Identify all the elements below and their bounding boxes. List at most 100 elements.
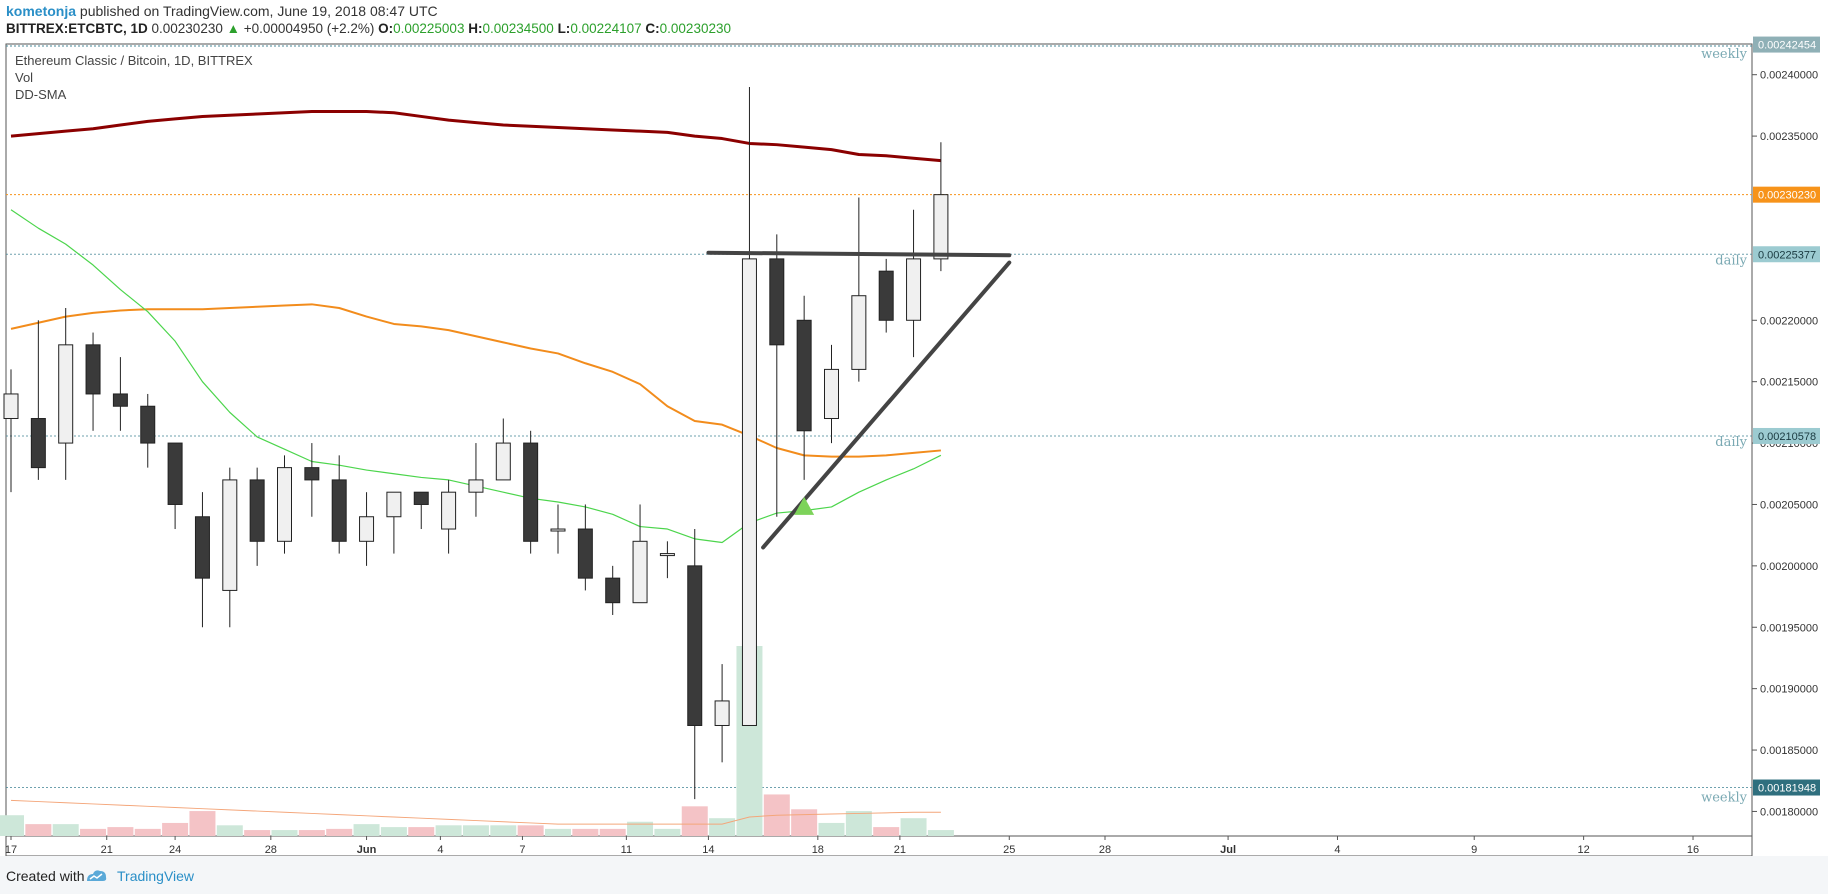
low-label: L: <box>557 21 571 36</box>
time-tick-label: 18 <box>812 844 824 856</box>
candle-body-up <box>277 467 292 542</box>
low-value: 0.00224107 <box>570 21 642 36</box>
time-tick-label: 28 <box>1099 844 1111 856</box>
candle <box>687 529 703 800</box>
price-tick-label: 0.00200000 <box>1760 561 1818 573</box>
time-axis: 17 21 24 28 Jun 4 7 11 14 18 21 25 28 Jul 4 9 12 16 <box>5 836 1699 856</box>
candle-body-down <box>523 442 539 542</box>
time-tick-label: 21 <box>101 844 113 856</box>
candle-body-down <box>194 516 210 579</box>
candle <box>523 430 539 554</box>
level-price-label-bg <box>1753 427 1820 444</box>
publish-line: kometonja published on TradingView.com, … <box>6 3 438 19</box>
legend-volume[interactable]: Vol <box>15 70 34 85</box>
candle <box>851 197 867 382</box>
tradingview-logo-icon[interactable] <box>86 868 108 882</box>
last-price: 0.00230230 <box>151 21 223 36</box>
candle-body-down <box>331 479 347 542</box>
time-tick-label: 28 <box>265 844 277 856</box>
time-tick-label: 9 <box>1471 844 1477 856</box>
candle <box>359 492 375 566</box>
candle <box>386 491 402 554</box>
candle <box>58 308 74 480</box>
footer-bar: Created with TradingView <box>0 856 1828 894</box>
triangle-up-icon <box>794 496 815 515</box>
price-tick-label: 0.00195000 <box>1760 622 1818 634</box>
candle <box>441 479 457 554</box>
candle-body-down <box>112 393 128 407</box>
volume-bar <box>435 825 462 836</box>
volume-bar <box>353 824 380 836</box>
candle-body-up <box>906 258 922 321</box>
candle <box>796 295 812 480</box>
volume-bar <box>134 828 161 836</box>
candle-body-down <box>249 479 265 542</box>
candle-body-down <box>85 344 101 395</box>
level-price-label-bg <box>1753 779 1820 796</box>
tradingview-link[interactable]: TradingView <box>117 868 195 884</box>
candle-body-down <box>605 577 621 604</box>
volume-bar <box>462 825 489 836</box>
level-price-label-bg <box>1753 246 1820 263</box>
candle <box>659 541 675 579</box>
candle <box>577 504 593 591</box>
volume-bar <box>545 828 571 836</box>
candle <box>140 393 156 468</box>
plot-frame <box>5 43 1753 857</box>
candle-body-up <box>58 344 74 444</box>
candle <box>906 209 922 358</box>
chart-header: kometonja published on TradingView.com, … <box>0 0 1828 46</box>
candle-body-up <box>851 295 867 370</box>
candle <box>249 467 265 566</box>
price-tick-label: 0.00215000 <box>1760 377 1818 389</box>
time-tick-label: 12 <box>1578 844 1590 856</box>
volume-series <box>0 646 954 836</box>
candle <box>112 357 128 431</box>
level-price-label: 0.00181948 <box>1758 783 1816 795</box>
candle-body-up <box>222 479 238 591</box>
chart-legend: Ethereum Classic / Bitcoin, 1D, BITTREX … <box>15 52 253 103</box>
candle-body-down <box>769 258 785 346</box>
time-tick-label: 14 <box>702 844 714 856</box>
candle <box>632 504 648 604</box>
volume-bar <box>845 811 872 836</box>
author-name[interactable]: kometonja <box>6 3 77 19</box>
volume-bar <box>599 828 626 836</box>
candle-body-up <box>441 491 457 530</box>
volume-bar <box>818 822 845 836</box>
candle <box>878 258 894 333</box>
time-tick-label: Jul <box>1220 844 1236 856</box>
volume-bar <box>298 830 325 836</box>
close-label: C: <box>645 21 660 36</box>
level-tag: daily <box>1715 435 1747 450</box>
price-tick-label: 0.00235000 <box>1760 131 1818 143</box>
candle <box>413 491 429 530</box>
volume-bar <box>900 818 927 836</box>
volume-bar <box>927 830 954 836</box>
candle <box>3 369 19 493</box>
level-tag: daily <box>1715 253 1747 268</box>
candle <box>277 455 292 554</box>
candle <box>194 492 210 628</box>
candle <box>30 320 46 480</box>
time-tick-label: 4 <box>1334 844 1340 856</box>
sma-mid-line <box>10 303 941 458</box>
time-tick-label: 4 <box>437 844 443 856</box>
candle-body-down <box>413 491 429 505</box>
price-tick-label: 0.00185000 <box>1760 745 1818 757</box>
candle-body-up <box>933 194 949 260</box>
candle <box>331 455 347 554</box>
candle-body-down <box>796 319 812 432</box>
time-tick-label: 16 <box>1687 844 1699 856</box>
volume-bar <box>627 821 654 836</box>
candle-body-up <box>632 540 648 604</box>
level-tag: weekly <box>1701 791 1748 806</box>
legend-sma[interactable]: DD-SMA <box>15 87 67 102</box>
high-label: H: <box>468 21 483 36</box>
price-axis: 0.00180000 0.00185000 0.00190000 0.00195000… <box>1752 70 1818 818</box>
created-with-label: Created with <box>6 868 85 884</box>
candle-body-up <box>714 700 730 726</box>
symbol-label: BITTREX:ETCBTC, 1D <box>6 21 148 36</box>
candle-body-down <box>304 467 320 481</box>
